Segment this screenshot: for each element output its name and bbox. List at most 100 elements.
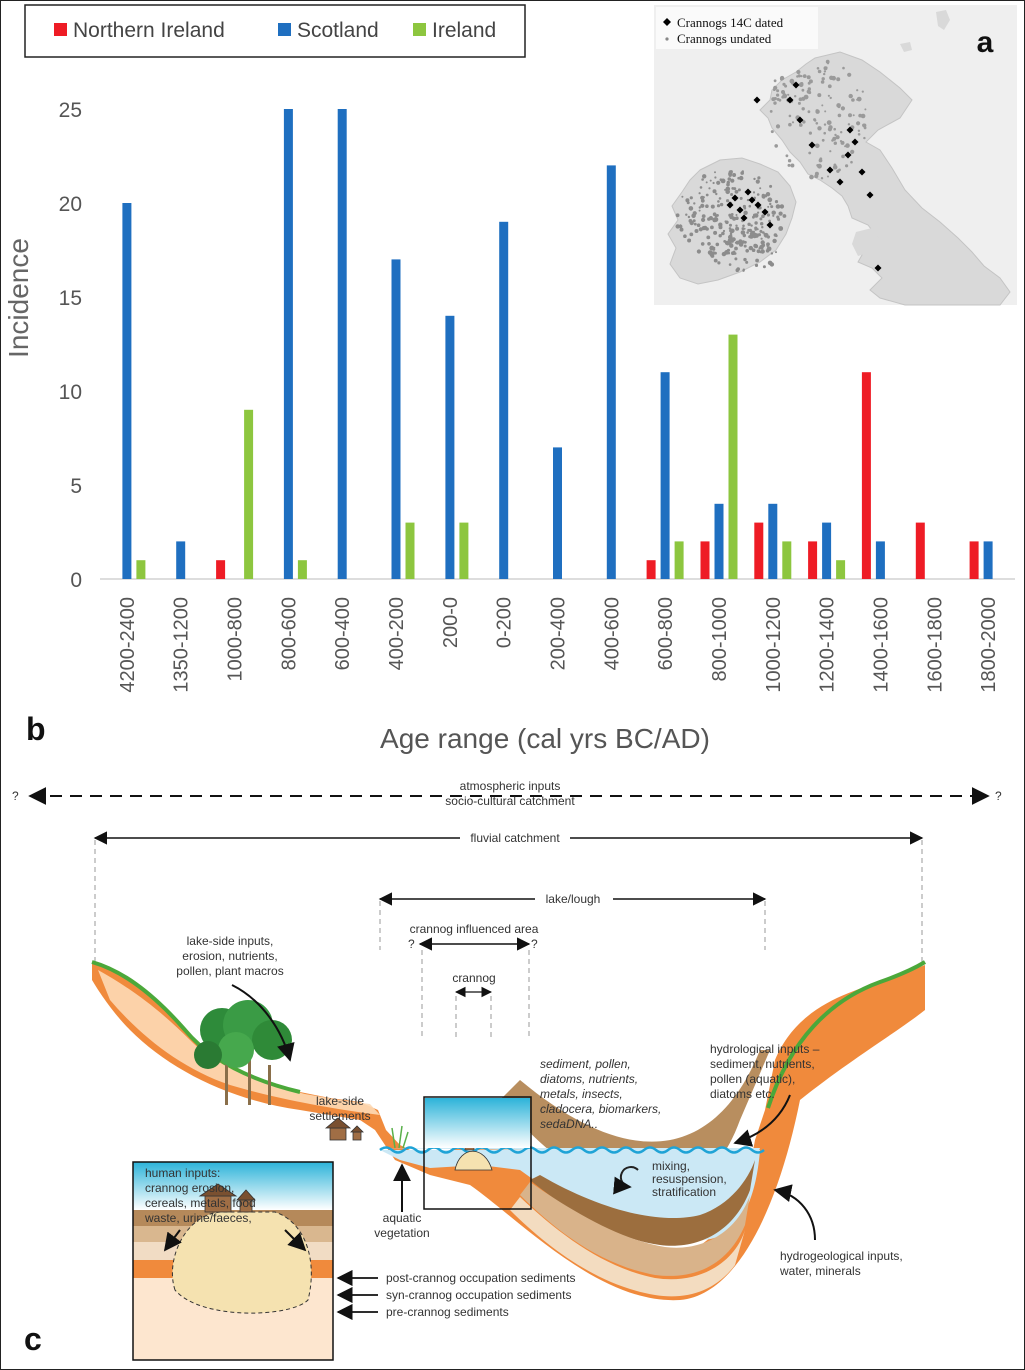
map-undated-point <box>801 107 805 111</box>
map-undated-point <box>718 234 722 238</box>
map-undated-point <box>722 229 726 233</box>
map-undated-point <box>743 257 747 262</box>
map-undated-point <box>743 206 747 210</box>
map-undated-point <box>755 179 760 184</box>
map-undated-point <box>731 251 735 256</box>
map-undated-point <box>693 202 696 205</box>
map-undated-point <box>715 192 718 196</box>
map-undated-point <box>797 101 801 105</box>
human-inputs-arrow-right <box>284 1229 307 1252</box>
map-undated-point <box>835 135 840 140</box>
bar-scotland <box>768 503 778 579</box>
bar-ireland <box>297 560 307 579</box>
bar-scotland <box>822 522 832 579</box>
map-undated-point <box>679 224 682 227</box>
map-undated-point <box>842 66 845 70</box>
y-axis-label: Incidence <box>3 238 34 358</box>
map-undated-point <box>748 235 751 239</box>
map-undated-point <box>809 174 814 180</box>
basin-layer-cream <box>510 1197 745 1297</box>
legend-swatch-ireland <box>413 23 426 36</box>
map-undated-point <box>760 237 763 240</box>
map-dated-point <box>748 196 756 204</box>
map-undated-point <box>747 222 751 226</box>
x-tick-label: 1600-1800 <box>924 597 946 693</box>
map-undated-point <box>756 249 761 254</box>
map-undated-point <box>775 251 777 254</box>
map-undated-point <box>845 164 849 168</box>
map-undated-point <box>837 113 842 118</box>
x-tick-label: 1350-1200 <box>171 597 193 693</box>
map-undated-point <box>771 97 776 102</box>
map-undated-point <box>767 197 773 203</box>
map-undated-point <box>778 226 784 231</box>
map-undated-point <box>821 104 824 107</box>
inset-hut-large-roof <box>198 1183 238 1197</box>
map-undated-point <box>781 95 785 99</box>
map-undated-point <box>784 84 788 88</box>
bar-scotland <box>875 541 885 579</box>
map-undated-point <box>863 136 866 140</box>
map-undated-point <box>806 75 811 80</box>
map-undated-point <box>824 110 827 113</box>
map-undated-point <box>734 241 737 244</box>
map-undated-point <box>789 78 795 84</box>
map-undated-point <box>782 214 787 218</box>
map-undated-point <box>708 187 711 190</box>
map-dated-point <box>874 264 882 272</box>
x-tick-label: 1000-1200 <box>763 597 785 693</box>
map-undated-point <box>725 249 728 253</box>
map-undated-point <box>728 213 732 217</box>
x-tick-label: 200-400 <box>548 597 570 670</box>
map-undated-point <box>698 206 701 209</box>
bar-scotland <box>283 109 293 579</box>
map-undated-point <box>681 195 684 198</box>
map-undated-point <box>734 189 739 194</box>
map-undated-point <box>726 243 730 246</box>
map-undated-point <box>785 154 789 158</box>
map-dated-point <box>866 191 874 199</box>
map-undated-point <box>757 176 761 180</box>
map-undated-point <box>709 247 712 250</box>
map-undated-point <box>728 170 733 175</box>
map-undated-point <box>775 204 781 209</box>
map-undated-point <box>726 180 730 185</box>
bar-ireland <box>405 522 415 579</box>
sediment-label-3: metals, insects, <box>540 1087 623 1101</box>
lakeside-inputs-arrow <box>231 984 295 1062</box>
map-undated-point <box>737 188 741 192</box>
map-undated-point <box>711 251 716 255</box>
map-undated-point <box>829 96 832 100</box>
legend-label-ireland: Ireland <box>432 19 496 42</box>
map-undated-point <box>730 239 734 243</box>
map-undated-point <box>727 251 731 255</box>
map-undated-point <box>848 93 853 99</box>
map-undated-point <box>850 160 853 164</box>
map-undated-point <box>685 198 690 203</box>
lakeside-trees <box>194 1000 292 1105</box>
map-undated-point <box>750 230 755 234</box>
map-undated-point <box>718 197 722 200</box>
bar-northern-ireland <box>969 541 979 579</box>
lakeside-inputs-label-2: erosion, nutrients, <box>182 949 277 963</box>
legend-label-northern-ireland: Northern Ireland <box>73 19 225 42</box>
map-undated-point <box>847 123 851 126</box>
lakeside-inputs-label-1: lake-side inputs, <box>187 934 274 948</box>
map-undated-point <box>852 114 855 117</box>
map-undated-point <box>787 93 790 96</box>
y-tick-label: 15 <box>59 287 82 310</box>
map-undated-point <box>774 200 779 204</box>
map-britain-landmass <box>759 51 1011 306</box>
bar-scotland <box>983 541 993 579</box>
map-undated-point <box>747 228 750 232</box>
map-undated-point <box>714 176 717 179</box>
human-inputs-arrow-left <box>163 1229 182 1252</box>
map-undated-point <box>844 145 847 148</box>
human-inputs-label-4: waste, urine/faeces, <box>144 1211 252 1225</box>
map-undated-point <box>796 69 801 75</box>
pre-crannog-label: pre-crannog sediments <box>386 1305 509 1319</box>
map-undated-point <box>856 96 862 102</box>
map-undated-point <box>769 184 773 188</box>
map-undated-point <box>773 211 776 214</box>
map-undated-point <box>700 198 705 203</box>
